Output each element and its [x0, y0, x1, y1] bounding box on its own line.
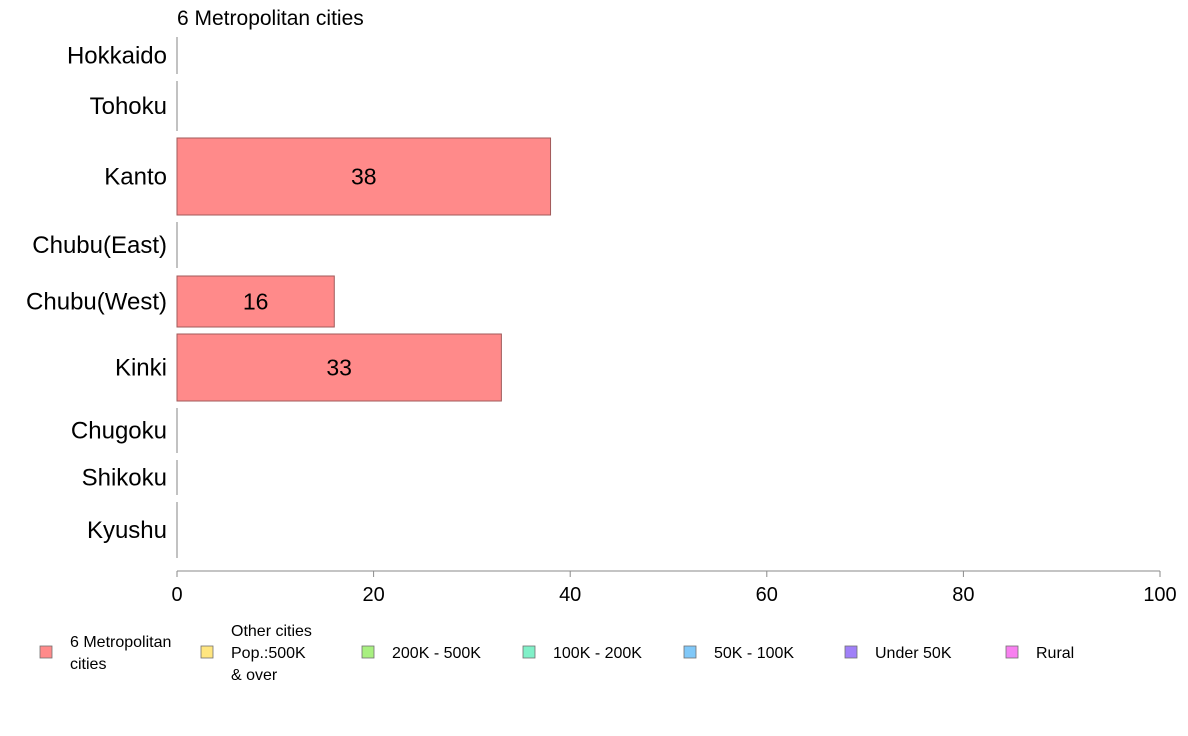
x-tick-label: 80 — [952, 584, 974, 606]
legend-label: Pop.:500K — [231, 645, 306, 662]
legend-label: 6 Metropolitan — [70, 634, 171, 651]
legend-swatch — [361, 645, 375, 659]
legend-item: 50K - 100K — [683, 645, 794, 662]
category-label: Kinki — [115, 355, 167, 382]
data-label: 16 — [243, 289, 269, 315]
legend-label: 100K - 200K — [553, 645, 642, 662]
chart-title: 6 Metropolitan cities — [177, 7, 364, 30]
legend: 6 Metropolitan cities Other cities Pop.:50… — [39, 623, 1074, 684]
legend-item: Under 50K — [844, 645, 952, 662]
legend-swatch — [39, 645, 53, 659]
legend-item: 100K - 200K — [522, 645, 642, 662]
data-label: 38 — [351, 164, 377, 190]
category-label: Kanto — [104, 164, 167, 191]
category-label: Tohoku — [90, 93, 167, 120]
legend-swatch — [200, 645, 214, 659]
category-label: Chubu(East) — [32, 232, 167, 259]
bar — [176, 333, 502, 402]
legend-item: Other cities Pop.:500K & over — [200, 623, 312, 684]
x-tick-label: 0 — [171, 584, 182, 606]
legend-item: 200K - 500K — [361, 645, 481, 662]
x-tick-label: 40 — [559, 584, 581, 606]
legend-label: 200K - 500K — [392, 645, 481, 662]
category-label: Kyushu — [87, 517, 167, 544]
legend-label: Rural — [1036, 645, 1074, 662]
legend-label: Under 50K — [875, 645, 952, 662]
legend-item: 6 Metropolitan cities — [39, 634, 171, 673]
legend-swatch — [1005, 645, 1019, 659]
bar — [176, 137, 552, 216]
x-tick-label: 100 — [1143, 584, 1176, 606]
x-axis: 0 20 40 60 80 100 — [171, 570, 1177, 606]
category-label: Chubu(West) — [26, 289, 167, 316]
x-tick-label: 60 — [756, 584, 778, 606]
legend-swatch — [683, 645, 697, 659]
legend-swatch — [522, 645, 536, 659]
legend-label: & over — [231, 667, 278, 684]
legend-item: Rural — [1005, 645, 1074, 662]
legend-swatch — [844, 645, 858, 659]
bars: 38 16 33 — [176, 37, 552, 558]
legend-label: 50K - 100K — [714, 645, 794, 662]
data-label: 33 — [326, 355, 352, 381]
category-label: Hokkaido — [67, 43, 167, 70]
legend-label: cities — [70, 656, 106, 673]
bar — [176, 275, 335, 328]
category-labels: Hokkaido Tohoku Kanto Chubu(East) Chubu(West… — [26, 43, 167, 545]
category-label: Shikoku — [82, 465, 167, 492]
legend-label: Other cities — [231, 623, 312, 640]
x-tick-label: 20 — [362, 584, 384, 606]
category-label: Chugoku — [71, 418, 167, 445]
